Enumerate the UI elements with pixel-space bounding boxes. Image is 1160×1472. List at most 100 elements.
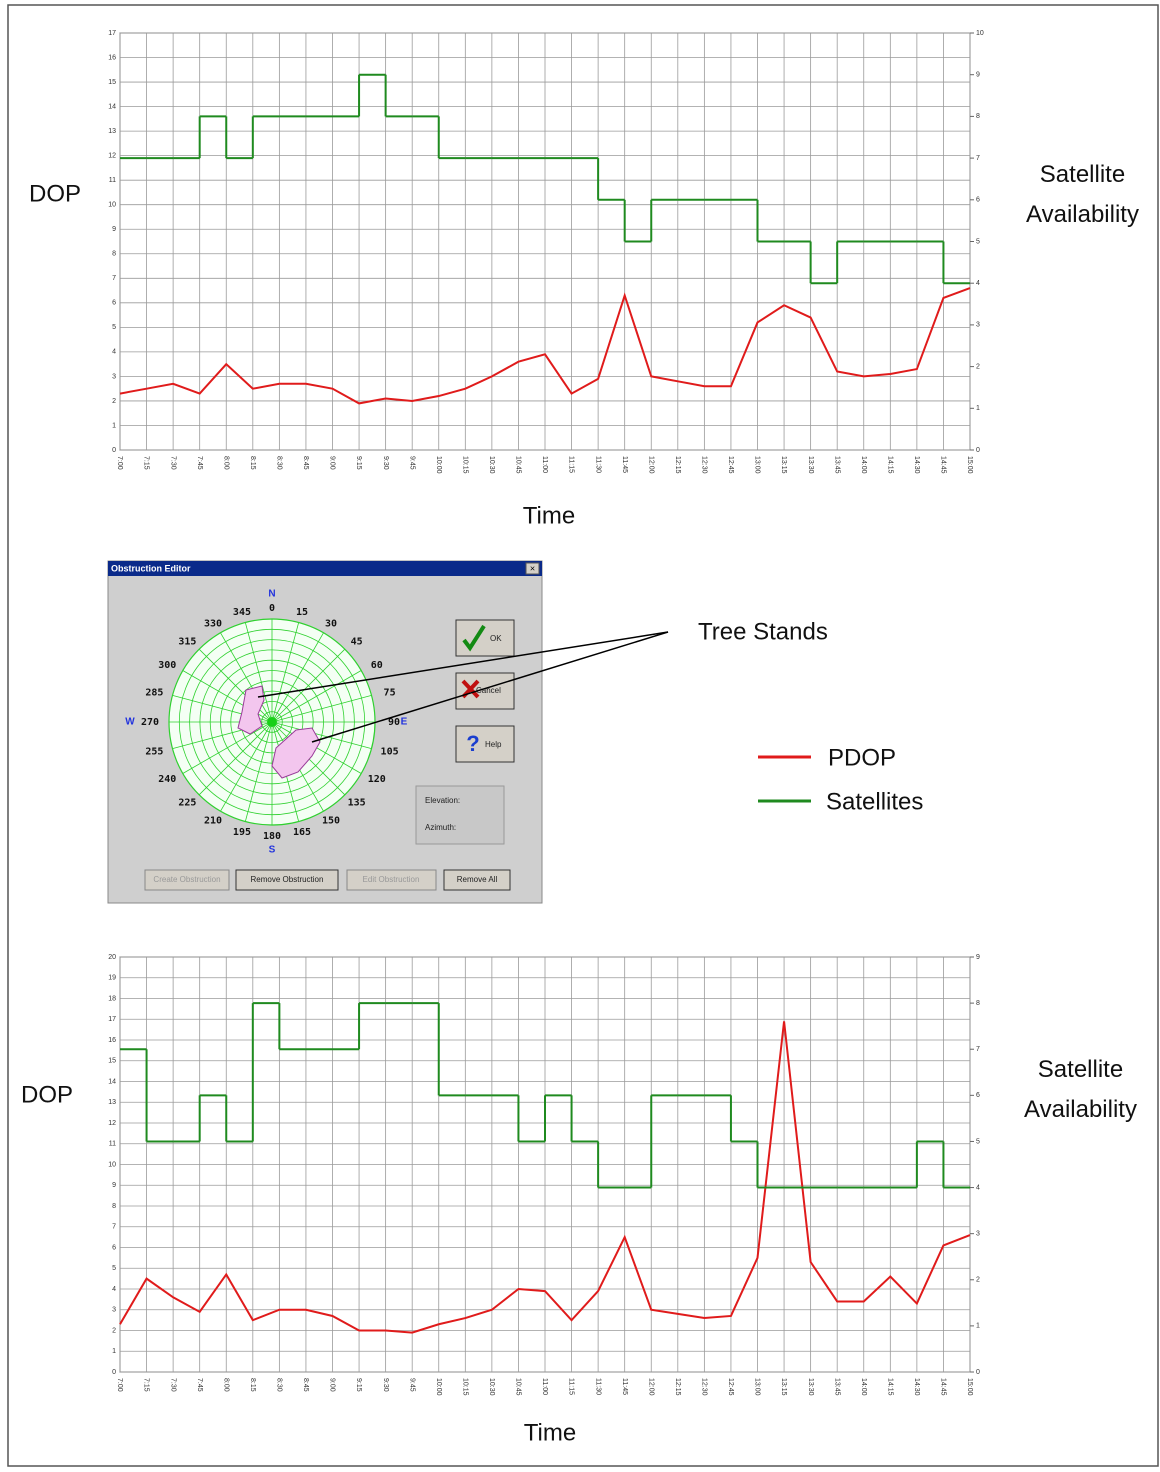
- x-tick-label: 11:00: [541, 1378, 548, 1395]
- x-tick-label: 12:30: [701, 456, 708, 474]
- x-tick-label: 14:15: [886, 456, 893, 474]
- x-tick-label: 9:00: [329, 456, 336, 470]
- info-box: [416, 786, 504, 844]
- compass-south: S: [269, 845, 276, 856]
- azimuth-label: 240: [158, 774, 176, 785]
- y2-tick-label: 0: [976, 447, 980, 454]
- azimuth-label: 45: [351, 636, 363, 647]
- azimuth-label: 30: [325, 618, 337, 629]
- y-tick-label: 12: [108, 152, 116, 159]
- x-tick-label: 12:45: [727, 456, 734, 474]
- x-tick-label: 9:30: [382, 1378, 389, 1392]
- azimuth-label: 285: [145, 687, 163, 698]
- y2-tick-label: 5: [976, 1138, 980, 1145]
- field-label: Azimuth:: [425, 823, 456, 832]
- x-tick-label: 8:00: [222, 456, 229, 470]
- x-tick-label: 9:15: [355, 1378, 362, 1392]
- x-tick-label: 11:15: [568, 456, 575, 473]
- x-tick-label: 13:15: [780, 1378, 787, 1396]
- help-icon: ?: [466, 731, 479, 756]
- y2-tick-label: 9: [976, 954, 980, 961]
- y-tick-label: 16: [108, 54, 116, 61]
- y2-axis-title-box: Satellite Availability: [1015, 155, 1150, 245]
- x-tick-label: 9:45: [408, 1378, 415, 1392]
- azimuth-label: 165: [293, 827, 311, 838]
- ok-button[interactable]: [456, 620, 514, 656]
- y-tick-label: 8: [112, 1203, 116, 1210]
- azimuth-label: 75: [384, 687, 396, 698]
- figure: 7:007:157:307:458:008:158:308:459:009:15…: [0, 0, 1160, 1467]
- y2-tick-label: 6: [976, 197, 980, 204]
- y-tick-label: 13: [108, 1099, 116, 1106]
- azimuth-label: 120: [368, 774, 386, 785]
- y2-tick-label: 3: [976, 1231, 980, 1238]
- page: {"chart_data": [ {"type": "line", "y_lab…: [0, 0, 1160, 1467]
- azimuth-label: 225: [178, 798, 196, 809]
- x-tick-label: 7:45: [196, 456, 203, 470]
- x-tick-label: 12:00: [647, 456, 654, 474]
- x-tick-label: 13:45: [833, 456, 840, 474]
- azimuth-label: 0: [269, 603, 275, 614]
- azimuth-label: 180: [263, 831, 281, 842]
- x-tick-label: 9:15: [355, 456, 362, 470]
- y-tick-label: 2: [112, 398, 116, 405]
- compass-east: E: [401, 717, 408, 728]
- x-tick-label: 13:30: [807, 1378, 814, 1396]
- x-tick-label: 9:30: [382, 456, 389, 470]
- x-tick-label: 11:30: [594, 1378, 601, 1395]
- y2-tick-label: 7: [976, 1046, 980, 1053]
- y2-tick-label: 2: [976, 363, 980, 370]
- x-tick-label: 14:45: [940, 456, 947, 474]
- x-tick-label: 12:00: [647, 1378, 654, 1396]
- y2-tick-label: 0: [976, 1369, 980, 1376]
- x-tick-label: 7:00: [116, 456, 123, 470]
- azimuth-label: 195: [233, 827, 251, 838]
- x-tick-label: 11:45: [621, 456, 628, 473]
- polar-center: [267, 717, 277, 727]
- y-tick-label: 4: [112, 1286, 116, 1293]
- x-tick-label: 10:30: [488, 456, 495, 474]
- y-tick-label: 11: [109, 177, 116, 184]
- x-tick-label: 13:45: [833, 1378, 840, 1396]
- y-tick-label: 7: [112, 275, 116, 282]
- y-tick-label: 19: [108, 975, 116, 982]
- y-tick-label: 4: [112, 349, 116, 356]
- y-tick-label: 15: [108, 1058, 116, 1065]
- x-tick-label: 7:30: [169, 456, 176, 470]
- x-tick-label: 7:30: [169, 1378, 176, 1392]
- legend-label: PDOP: [828, 744, 896, 771]
- y-tick-label: 3: [112, 373, 116, 380]
- azimuth-label: 210: [204, 816, 222, 827]
- y-tick-label: 9: [112, 226, 116, 233]
- x-tick-label: 10:45: [515, 456, 522, 474]
- y2-tick-label: 10: [976, 30, 984, 37]
- y2-tick-label: 4: [976, 280, 980, 287]
- x-tick-label: 10:45: [515, 1378, 522, 1396]
- azimuth-label: 330: [204, 618, 222, 629]
- x-tick-label: 8:30: [276, 1378, 283, 1392]
- x-tick-label: 7:00: [116, 1378, 123, 1392]
- x-tick-label: 13:00: [754, 456, 761, 474]
- x-tick-label: 13:15: [780, 456, 787, 474]
- y-tick-label: 15: [108, 79, 116, 86]
- x-tick-label: 7:15: [143, 1378, 150, 1392]
- y2-tick-label: 5: [976, 238, 980, 245]
- azimuth-label: 105: [381, 747, 399, 758]
- button-label: Help: [485, 740, 502, 749]
- y-tick-label: 10: [108, 1161, 116, 1168]
- y-tick-label: 5: [112, 1265, 116, 1272]
- y-tick-label: 3: [112, 1307, 116, 1314]
- x-tick-label: 11:15: [568, 1378, 575, 1395]
- y-tick-label: 6: [112, 1244, 116, 1251]
- azimuth-label: 255: [145, 747, 163, 758]
- x-tick-label: 10:00: [435, 1378, 442, 1396]
- x-tick-label: 8:30: [276, 456, 283, 470]
- dialog-title: Obstruction Editor: [111, 563, 191, 573]
- compass-north: N: [268, 589, 275, 600]
- legend-label: Satellites: [826, 788, 923, 815]
- x-tick-label: 14:15: [886, 1378, 893, 1396]
- y2-axis-title: Satellite Availability: [1013, 1050, 1148, 1130]
- y-tick-label: 0: [112, 447, 116, 454]
- azimuth-label: 135: [348, 798, 366, 809]
